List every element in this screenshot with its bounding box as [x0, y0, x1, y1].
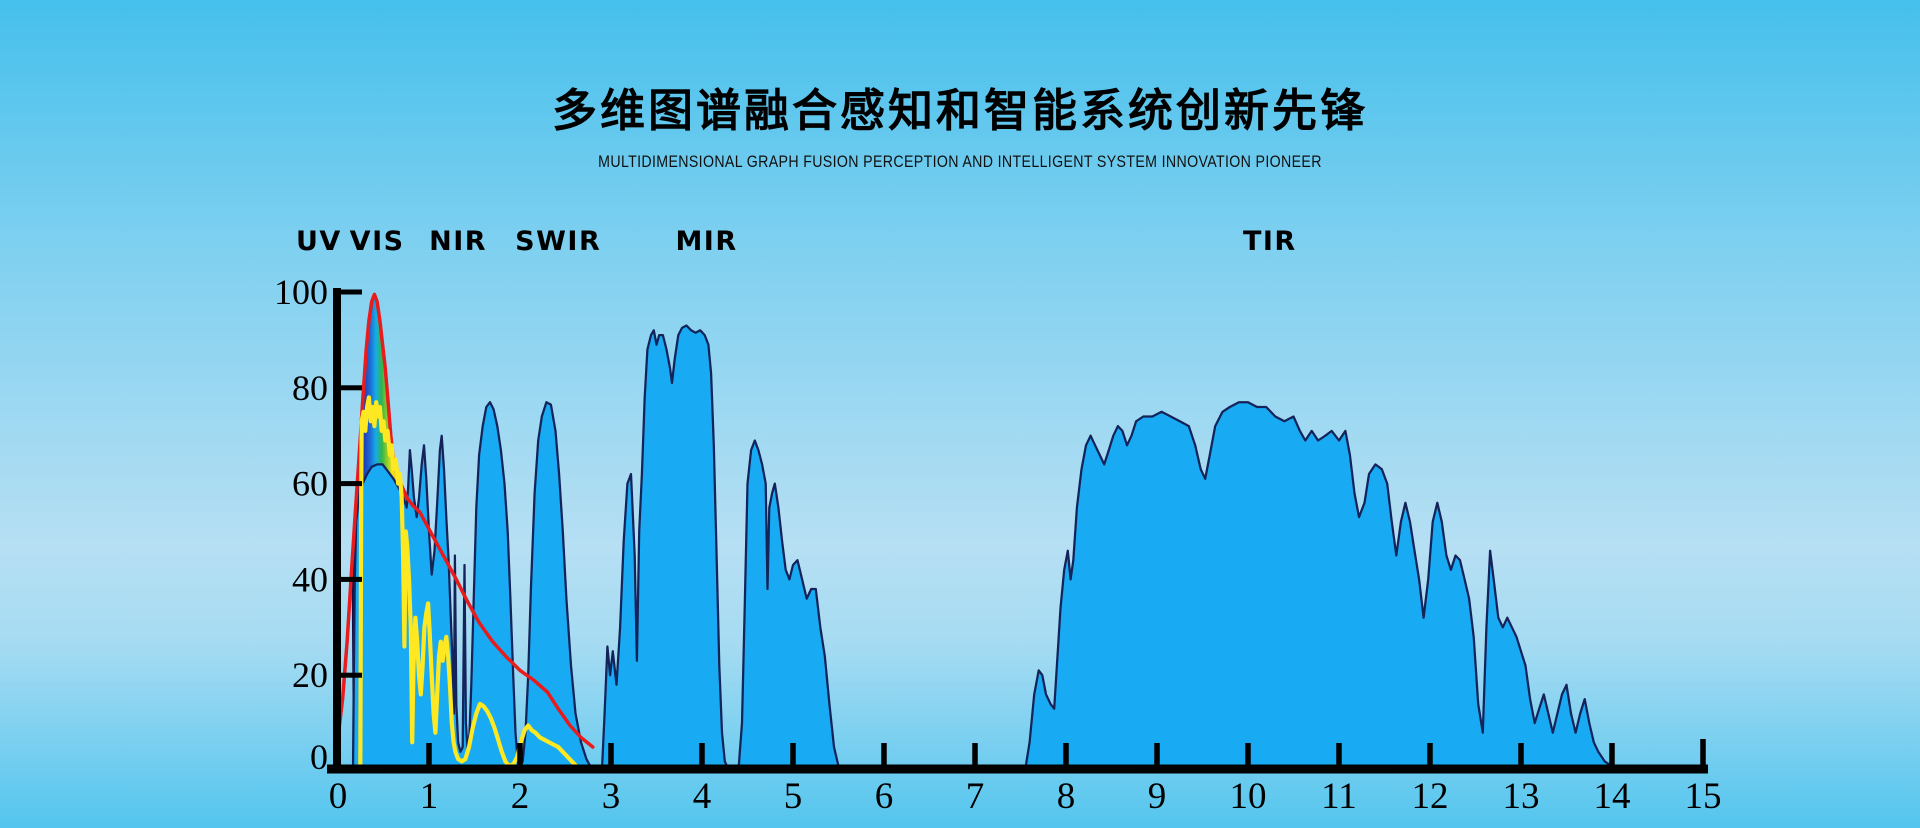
- x-tick-label-5: 5: [784, 776, 803, 817]
- x-tick-11: [1336, 743, 1342, 765]
- y-tick-60: [341, 481, 362, 487]
- x-tick-13: [1518, 743, 1524, 765]
- x-axis: [327, 764, 1708, 774]
- y-tick-40: [341, 576, 362, 582]
- band-label-uv: UV: [296, 226, 342, 257]
- x-tick-8: [1063, 743, 1069, 765]
- mir-window: [600, 324, 845, 773]
- x-tick-label-15: 15: [1685, 776, 1722, 817]
- x-tick-label-11: 11: [1321, 776, 1357, 817]
- x-tick-3: [608, 743, 614, 765]
- band-label-tir: TIR: [1243, 226, 1297, 257]
- y-axis: [333, 288, 341, 773]
- y-tick-100: [341, 289, 362, 295]
- x-tick-label-1: 1: [420, 776, 439, 817]
- x-tick-label-14: 14: [1594, 776, 1631, 817]
- y-tick-label-0: 0: [310, 737, 328, 777]
- x-tick-14: [1609, 743, 1615, 765]
- band-label-mir: MIR: [675, 226, 737, 257]
- x-tick-5: [790, 743, 796, 765]
- x-tick-9: [1154, 743, 1160, 765]
- x-tick-1: [426, 743, 432, 765]
- x-tick-label-13: 13: [1503, 776, 1540, 817]
- x-tick-label-9: 9: [1148, 776, 1167, 817]
- x-tick-label-6: 6: [875, 776, 894, 817]
- x-tick-4: [699, 743, 705, 765]
- page-title: 多维图谱融合感知和智能系统创新先锋: [551, 84, 1368, 137]
- band-label-vis: VIS: [350, 226, 405, 257]
- x-tick-label-7: 7: [966, 776, 985, 817]
- band-label-nir: NIR: [429, 226, 487, 257]
- y-tick-label-100: 100: [274, 272, 328, 312]
- y-tick-80: [341, 385, 362, 391]
- x-tick-label-8: 8: [1057, 776, 1076, 817]
- x-tick-0: [335, 743, 341, 765]
- y-tick-label-60: 60: [292, 464, 328, 504]
- page-subtitle: MULTIDIMENSIONAL GRAPH FUSION PERCEPTION…: [598, 153, 1322, 171]
- x-tick-label-10: 10: [1230, 776, 1267, 817]
- x-tick-label-12: 12: [1412, 776, 1449, 817]
- x-tick-15: [1700, 739, 1706, 765]
- y-tick-label-20: 20: [292, 655, 328, 695]
- x-tick-label-3: 3: [602, 776, 621, 817]
- tir-window: [1023, 401, 1621, 773]
- x-tick-label-2: 2: [511, 776, 530, 817]
- x-tick-6: [881, 743, 887, 765]
- x-tick-2: [517, 743, 523, 765]
- y-tick-label-40: 40: [292, 559, 328, 599]
- x-tick-label-4: 4: [693, 776, 712, 817]
- y-tick-label-80: 80: [292, 368, 328, 408]
- y-tick-20: [341, 672, 362, 678]
- x-tick-12: [1427, 743, 1433, 765]
- x-tick-7: [972, 743, 978, 765]
- band-label-swir: SWIR: [515, 226, 601, 257]
- x-tick-label-0: 0: [329, 776, 348, 817]
- solar-irradiance-curve: [358, 395, 579, 774]
- x-tick-10: [1245, 743, 1251, 765]
